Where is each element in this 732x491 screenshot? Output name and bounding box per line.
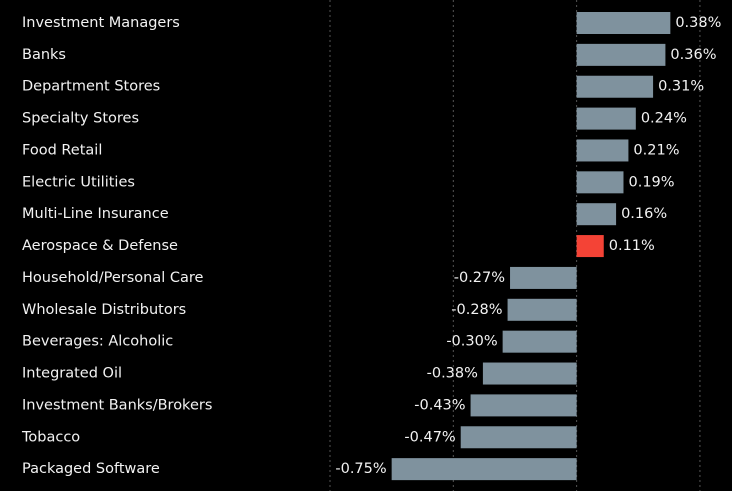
value-label: 0.38% [675, 15, 721, 31]
category-label: Multi-Line Insurance [22, 206, 169, 222]
category-label: Wholesale Distributors [22, 302, 186, 318]
value-label: -0.28% [451, 302, 502, 318]
bar [470, 394, 577, 417]
category-label: Tobacco [21, 429, 80, 445]
value-label: 0.11% [609, 238, 655, 254]
value-label: 0.31% [658, 79, 704, 95]
bar [576, 12, 671, 34]
value-label: 0.16% [621, 206, 667, 222]
category-label: Food Retail [22, 142, 102, 158]
value-label: 0.19% [628, 174, 674, 190]
category-label: Integrated Oil [22, 366, 122, 382]
bar [576, 235, 604, 258]
bar [460, 426, 577, 449]
category-label: Investment Banks/Brokers [22, 397, 212, 413]
value-label: -0.47% [404, 429, 455, 445]
category-label: Banks [22, 47, 66, 63]
bar [576, 171, 624, 194]
value-label: -0.75% [335, 461, 386, 477]
category-label: Household/Personal Care [22, 270, 204, 286]
bar [576, 203, 617, 226]
value-label: -0.30% [446, 334, 497, 350]
category-label: Specialty Stores [22, 111, 139, 127]
bar [576, 107, 636, 130]
bar [510, 266, 577, 289]
category-label: Electric Utilities [22, 174, 135, 190]
category-label: Beverages: Alcoholic [22, 334, 173, 350]
value-label: -0.38% [427, 366, 478, 382]
category-label: Packaged Software [22, 461, 160, 477]
value-label: 0.24% [641, 111, 687, 127]
category-label: Investment Managers [22, 15, 180, 31]
bar [482, 362, 577, 385]
bar [502, 330, 577, 353]
value-label: 0.36% [670, 47, 716, 63]
category-label: Aerospace & Defense [22, 238, 178, 254]
bar [576, 43, 666, 66]
value-label: 0.21% [633, 142, 679, 158]
bar [391, 458, 577, 481]
bar [576, 75, 654, 98]
bar [507, 298, 577, 321]
category-label: Department Stores [22, 79, 160, 95]
value-label: -0.43% [414, 397, 465, 413]
bar [576, 139, 629, 162]
value-label: -0.27% [454, 270, 505, 286]
